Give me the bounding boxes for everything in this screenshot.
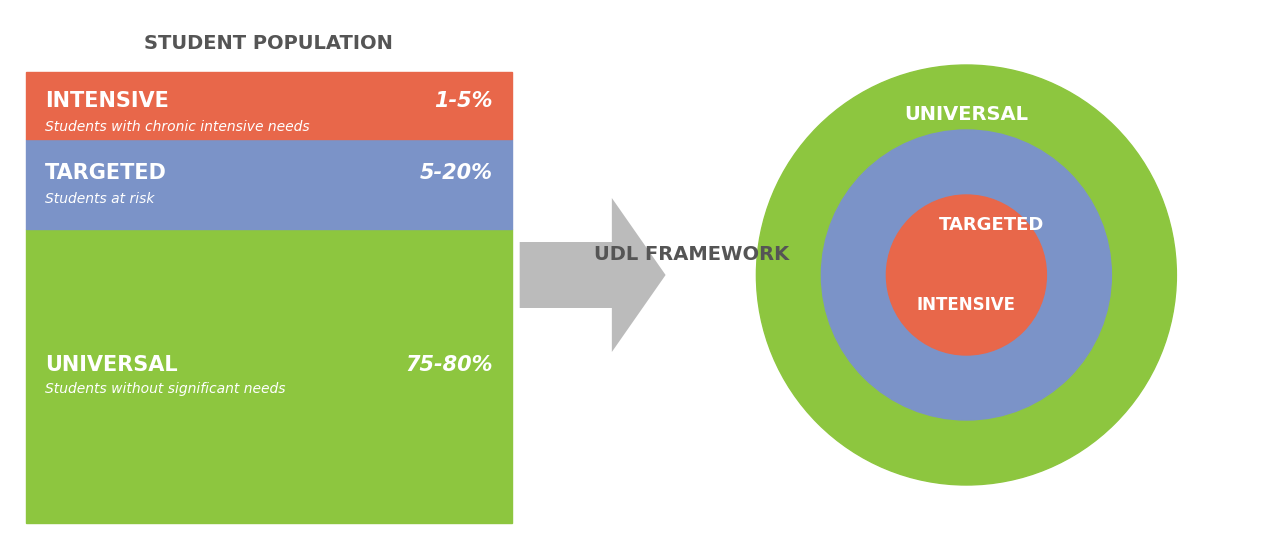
Text: 5-20%: 5-20%: [420, 163, 493, 183]
Text: Students without significant needs: Students without significant needs: [45, 382, 285, 397]
Text: STUDENT POPULATION: STUDENT POPULATION: [145, 35, 393, 53]
Bar: [26, 139, 512, 229]
Text: 75-80%: 75-80%: [404, 355, 493, 375]
Text: TARGETED: TARGETED: [938, 216, 1044, 234]
Text: Students at risk: Students at risk: [45, 192, 155, 206]
Text: INTENSIVE: INTENSIVE: [45, 91, 169, 111]
Text: UNIVERSAL: UNIVERSAL: [905, 106, 1028, 124]
Polygon shape: [520, 198, 666, 352]
Text: UNIVERSAL: UNIVERSAL: [45, 355, 178, 375]
Circle shape: [887, 195, 1047, 355]
Text: Students with chronic intensive needs: Students with chronic intensive needs: [45, 119, 310, 134]
Bar: [26, 72, 512, 139]
Circle shape: [822, 130, 1111, 420]
Circle shape: [756, 65, 1176, 485]
Bar: [26, 229, 512, 522]
Text: INTENSIVE: INTENSIVE: [916, 296, 1016, 314]
Text: TARGETED: TARGETED: [45, 163, 166, 183]
Text: UDL FRAMEWORK: UDL FRAMEWORK: [594, 245, 788, 264]
Text: 1-5%: 1-5%: [434, 91, 493, 111]
